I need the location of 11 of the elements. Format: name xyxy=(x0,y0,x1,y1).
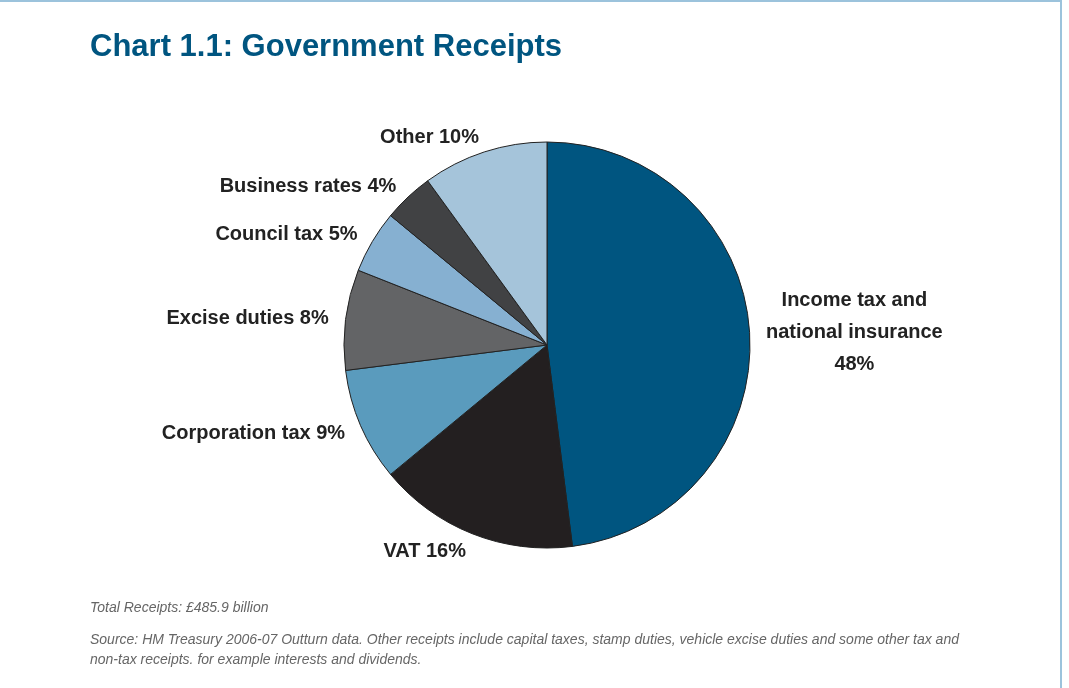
slice-label: VAT 16% xyxy=(383,538,467,561)
source-note: Source: HM Treasury 2006-07 Outturn data. Other receipts include capital taxes, stamp duties, vehicle excise duties and some other tax and non-tax receipts. for example interests and dividends. xyxy=(90,631,961,667)
slice-label: Other 10% xyxy=(380,124,480,147)
text: Total Receipts: £485.9 billion xyxy=(90,599,269,615)
data-label: 48% xyxy=(834,352,875,374)
slice-label: Council tax 5% xyxy=(215,222,358,245)
slice-label: Business rates 4% xyxy=(219,173,397,196)
slice-label: Corporation tax 9% xyxy=(161,421,346,444)
slice-label: Excise duties 8% xyxy=(166,306,329,329)
chart-title: Chart 1.1: Government Receipts xyxy=(90,28,563,63)
slice-label: Income tax and national insurance xyxy=(766,288,943,342)
